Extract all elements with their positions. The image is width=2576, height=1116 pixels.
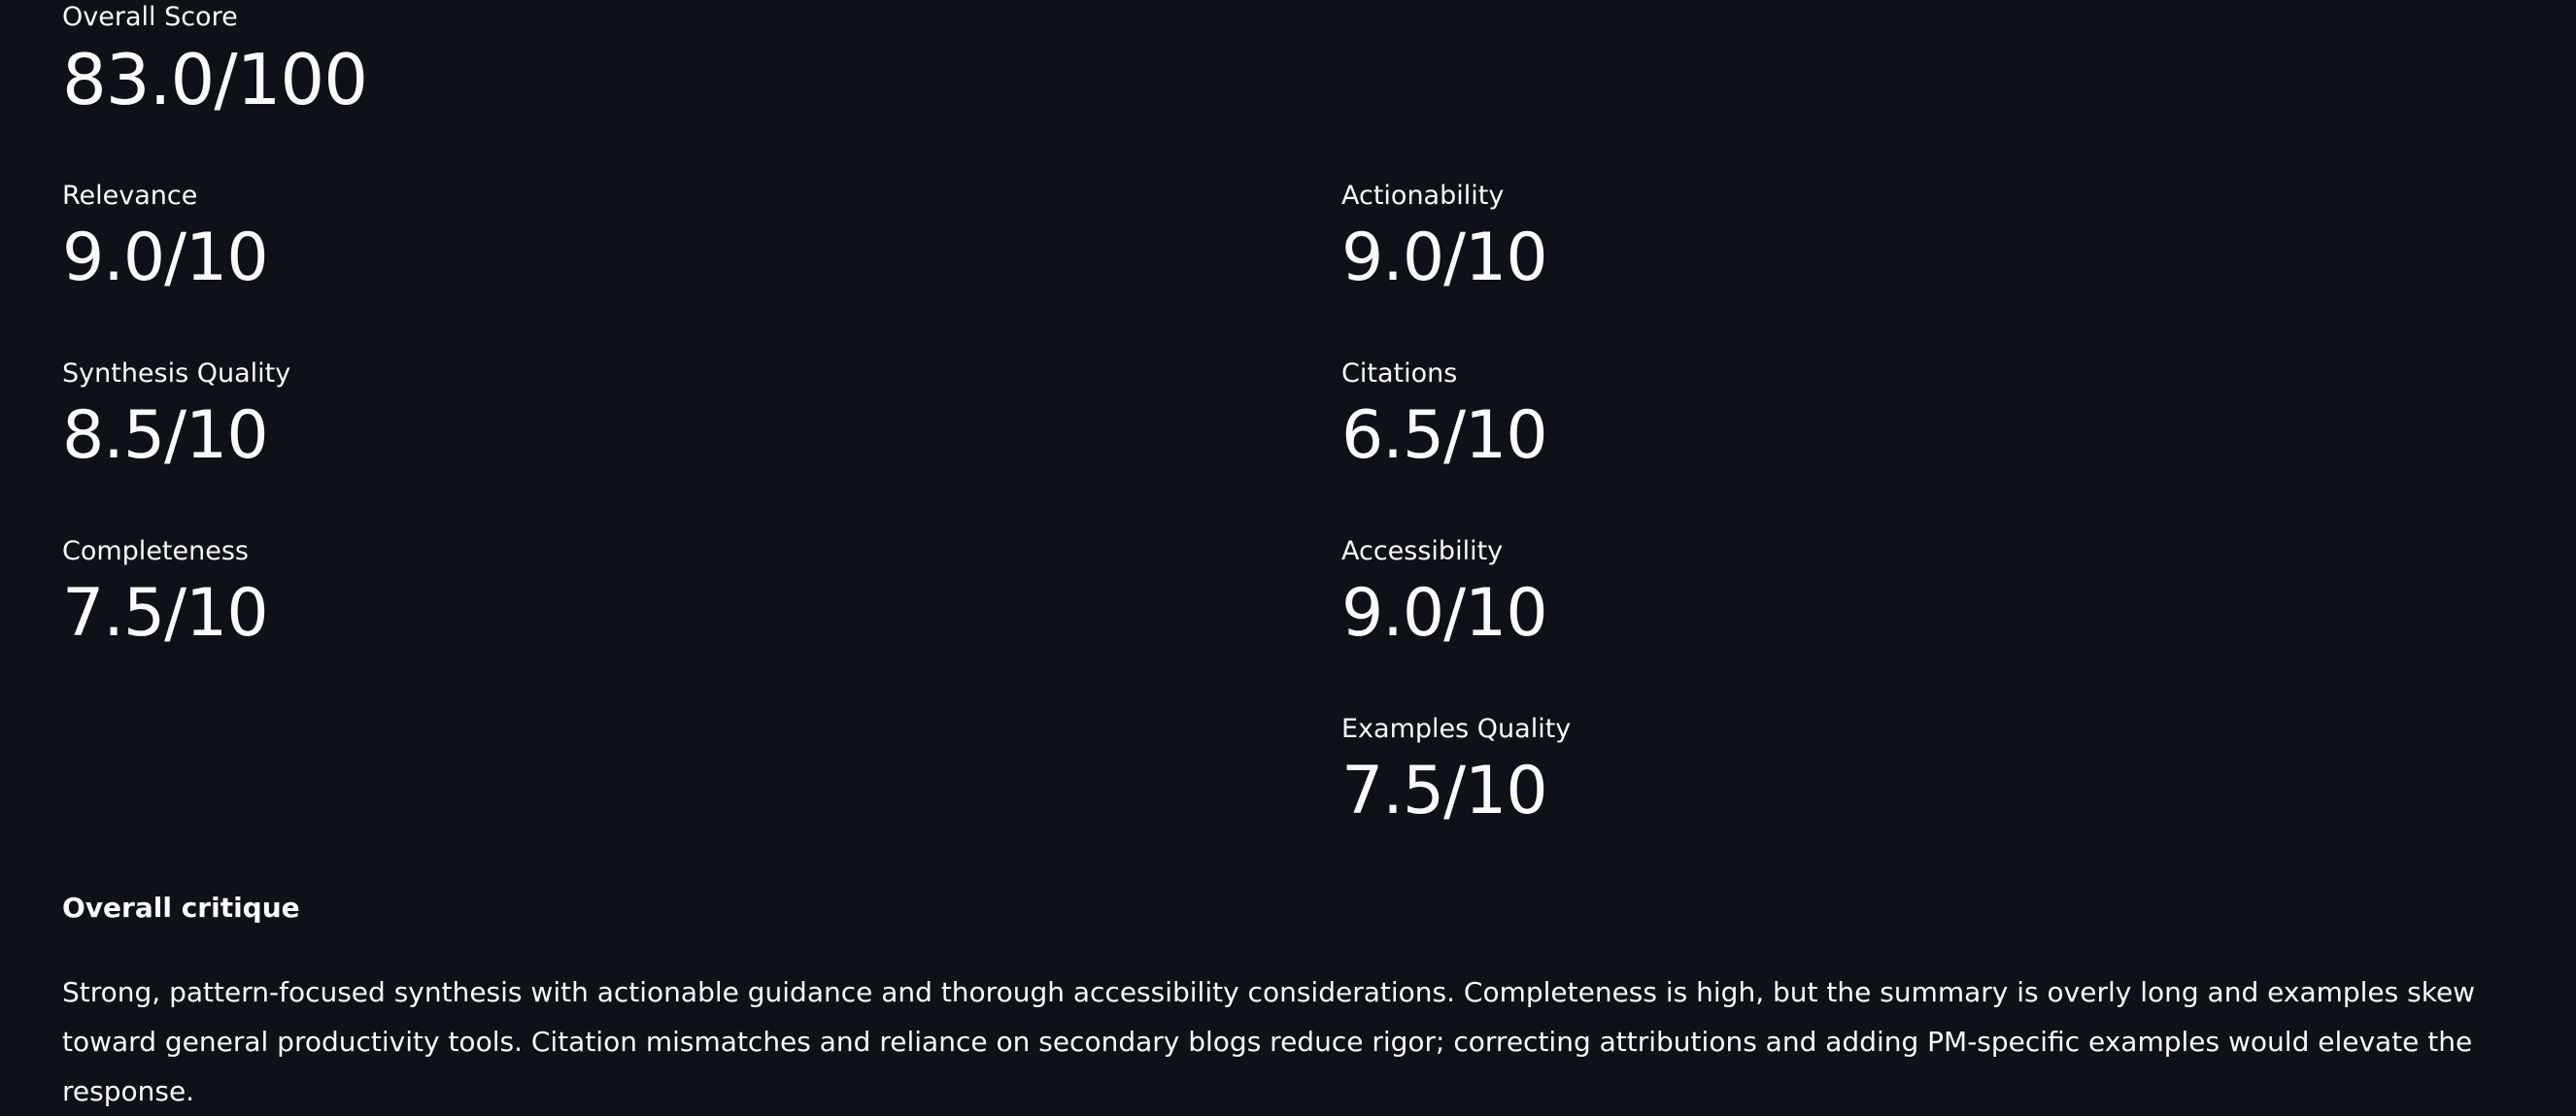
metric-value: 7.5/10	[62, 575, 269, 652]
metric-value: 9.0/10	[1341, 220, 1548, 296]
metric-label: Synthesis Quality	[62, 358, 291, 389]
metric-label: Overall Score	[62, 2, 238, 32]
metric-label: Accessibility	[1341, 536, 1504, 566]
overall-score-metric: Overall Score 83.0/100	[62, 0, 368, 120]
critique-paragraph: Strong, pattern-focused synthesis with a…	[62, 976, 2476, 1107]
synthesis-quality-metric: Synthesis Quality 8.5/10	[62, 356, 290, 475]
relevance-metric: Relevance 9.0/10	[62, 179, 269, 297]
critique-heading: Overall critique	[62, 892, 300, 924]
metric-label: Completeness	[62, 536, 249, 566]
examples-quality-metric: Examples Quality 7.5/10	[1341, 712, 1571, 830]
metric-value: 7.5/10	[1341, 753, 1548, 829]
metric-value: 9.0/10	[1341, 575, 1548, 652]
metric-label: Citations	[1341, 358, 1458, 389]
completeness-metric: Completeness 7.5/10	[62, 534, 269, 653]
accessibility-metric: Accessibility 9.0/10	[1341, 534, 1548, 653]
citations-metric: Citations 6.5/10	[1341, 356, 1548, 475]
metric-value: 9.0/10	[62, 220, 269, 296]
metric-value: 83.0/100	[62, 39, 368, 120]
metric-value: 6.5/10	[1341, 397, 1548, 474]
metric-value: 8.5/10	[62, 397, 269, 474]
metric-label: Relevance	[62, 181, 198, 211]
metric-label: Examples Quality	[1341, 714, 1572, 744]
actionability-metric: Actionability 9.0/10	[1341, 179, 1548, 297]
metric-label: Actionability	[1341, 181, 1505, 211]
